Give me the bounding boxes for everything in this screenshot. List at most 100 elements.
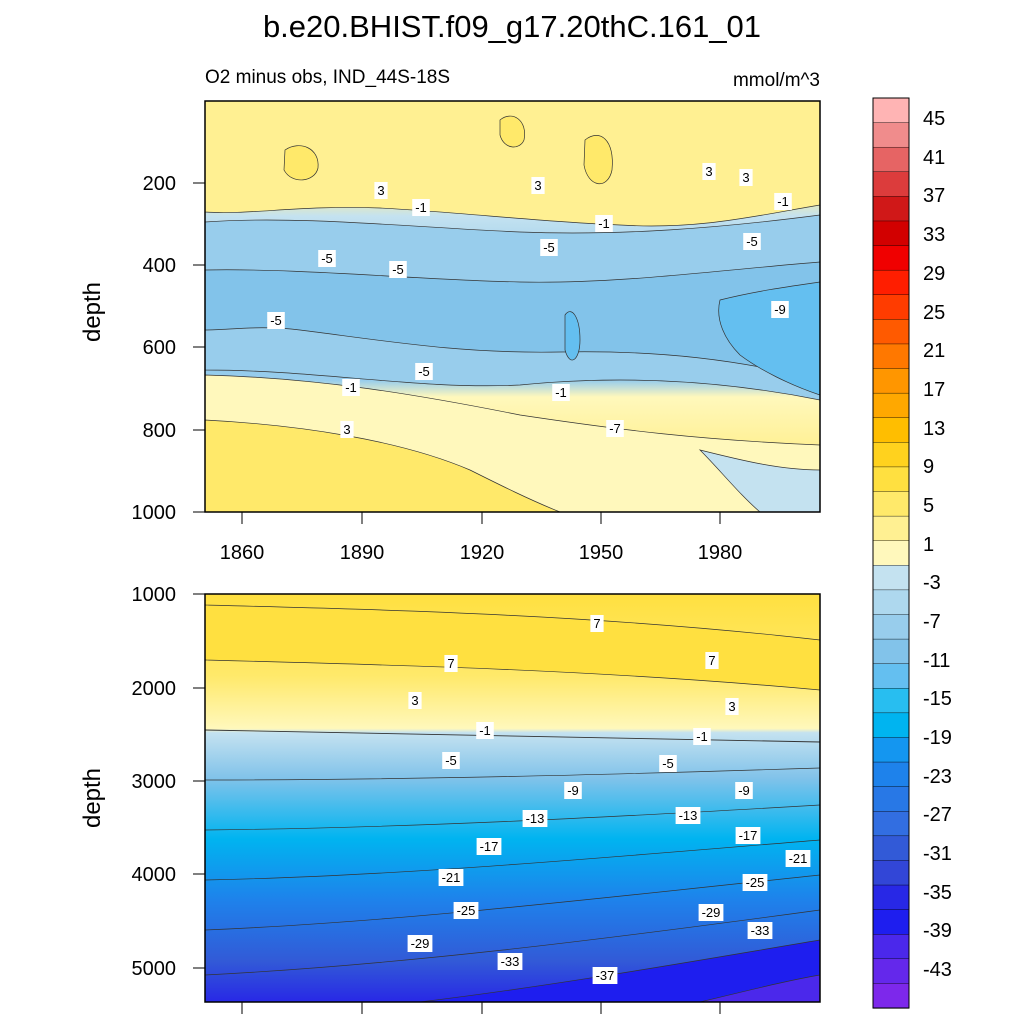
contour-label: 3 (728, 699, 735, 714)
colorbar-label: -19 (923, 727, 952, 749)
colorbar-label: -23 (923, 766, 952, 788)
bottom-warm-band (205, 604, 820, 691)
colorbar-swatch (872, 638, 910, 665)
bottom-y-axis: 1000 2000 3000 4000 5000 depth (79, 584, 205, 980)
colorbar-labels: 45 41 37 33 29 25 21 17 13 9 5 1 -3 -7 -… (923, 108, 952, 981)
contour-label-box (531, 177, 545, 194)
contour-label-box (739, 169, 753, 186)
colorbar-swatch (872, 442, 910, 468)
contour-label-box (438, 869, 464, 886)
colorbar: 45 41 37 33 29 25 21 17 13 9 5 1 -3 -7 -… (872, 97, 952, 1009)
bottom-y-tick-label: 5000 (132, 958, 177, 980)
colorbar-swatch (872, 122, 910, 148)
colorbar-label: 25 (923, 302, 945, 324)
colorbar-swatch (872, 761, 910, 788)
contour-label: -1 (777, 194, 789, 209)
contour-label-box (412, 199, 430, 216)
contour-label: -9 (567, 783, 579, 798)
bottom-contour (205, 839, 820, 881)
contour-label: 3 (377, 183, 384, 198)
contour-label: 3 (705, 164, 712, 179)
contour-label: -5 (662, 756, 674, 771)
top-blue-deep (718, 281, 820, 396)
bottom-contour (205, 909, 820, 976)
top-y-tick-label: 600 (143, 337, 176, 359)
bottom-y-tick-label: 2000 (132, 678, 177, 700)
contour-label-box (742, 874, 768, 891)
contour-label-box (606, 420, 624, 437)
chart-title: b.e20.BHIST.f09_g17.20thC.161_01 (263, 9, 761, 44)
colorbar-swatch (872, 146, 910, 173)
top-surface-band (205, 101, 820, 227)
contour-label-box (743, 233, 761, 250)
colorbar-label: -27 (923, 804, 952, 826)
colorbar-swatch (872, 786, 910, 812)
contour-label-box (693, 728, 711, 745)
colorbar-swatch (872, 884, 910, 911)
colorbar-label: -35 (923, 882, 952, 904)
contour-label-box (444, 655, 458, 672)
colorbar-swatch (872, 417, 910, 443)
top-x-tick-label: 1920 (460, 542, 505, 564)
top-surface-patch (583, 135, 613, 184)
contour-label-box (735, 827, 761, 844)
top-x-axis: 1860 1890 1920 1950 1980 (220, 512, 742, 564)
colorbar-swatch (872, 811, 910, 837)
colorbar-swatch (872, 466, 910, 493)
contour-label-box (374, 182, 388, 199)
bottom-y-tick-label: 4000 (132, 864, 177, 886)
contour-label-box (497, 953, 523, 970)
contour-label: -5 (270, 313, 282, 328)
colorbar-label: -15 (923, 688, 952, 710)
contour-label-box (415, 363, 433, 380)
contour-label: -5 (418, 364, 430, 379)
contour-label-box (595, 215, 613, 232)
colorbar-swatch (872, 835, 910, 862)
contour-label: -21 (442, 870, 461, 885)
contour-label-box (705, 652, 719, 669)
contour-label-box (389, 261, 407, 278)
contour-label: -37 (596, 968, 615, 983)
contour-label-box (407, 935, 433, 952)
contour-label-box (453, 902, 479, 919)
colorbar-swatch (872, 909, 910, 935)
contour-label-box (476, 838, 502, 855)
top-deep-yellow (205, 419, 561, 512)
colorbar-swatch (872, 860, 910, 886)
contour-label: -5 (445, 753, 457, 768)
top-surface-patch (283, 145, 319, 181)
contour-label: 3 (343, 422, 350, 437)
colorbar-swatch (872, 688, 910, 714)
colorbar-swatch (872, 737, 910, 763)
contour-label: -25 (746, 875, 765, 890)
bottom-contour (205, 767, 820, 781)
colorbar-label: 37 (923, 185, 945, 207)
contour-label: 7 (447, 656, 454, 671)
top-blue-blob (564, 311, 581, 361)
colorbar-label: -7 (923, 611, 941, 633)
contour-label-box (735, 782, 753, 799)
colorbar-swatch (872, 97, 910, 124)
contour-label-box (442, 752, 460, 769)
colorbar-label: 1 (923, 534, 934, 556)
contour-label-box (592, 967, 618, 984)
colorbar-swatch (872, 245, 910, 271)
contour-label: -1 (345, 380, 357, 395)
top-y-tick-label: 1000 (132, 502, 177, 524)
colorbar-swatch (872, 589, 910, 616)
contour-label: -1 (555, 385, 567, 400)
colorbar-label: 41 (923, 147, 945, 169)
bottom-y-axis-label: depth (79, 768, 106, 828)
top-y-axis-label: depth (79, 282, 106, 342)
top-deep-blue (698, 449, 820, 512)
colorbar-label: -11 (923, 650, 950, 672)
contour-label-box (342, 379, 360, 396)
contour-label: -5 (392, 262, 404, 277)
colorbar-swatch (872, 565, 910, 591)
bottom-x-axis (241, 1002, 721, 1014)
colorbar-label: 29 (923, 263, 945, 285)
bottom-y-tick-label: 3000 (132, 771, 177, 793)
contour-label-box (785, 850, 811, 867)
left-subtitle: O2 minus obs, IND_44S-18S (205, 67, 450, 88)
